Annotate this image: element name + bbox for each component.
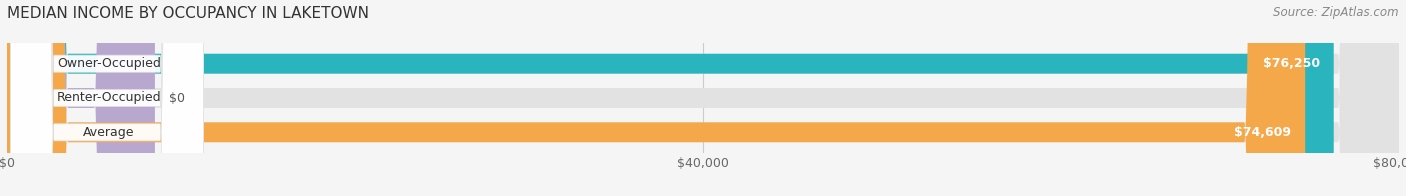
FancyBboxPatch shape	[7, 0, 1305, 196]
Text: $76,250: $76,250	[1263, 57, 1320, 70]
FancyBboxPatch shape	[10, 0, 204, 196]
Text: Owner-Occupied: Owner-Occupied	[56, 57, 160, 70]
Text: Average: Average	[83, 126, 135, 139]
FancyBboxPatch shape	[7, 0, 1334, 196]
FancyBboxPatch shape	[10, 0, 204, 196]
FancyBboxPatch shape	[7, 0, 1399, 196]
Text: Renter-Occupied: Renter-Occupied	[56, 92, 162, 104]
FancyBboxPatch shape	[10, 0, 204, 196]
Text: MEDIAN INCOME BY OCCUPANCY IN LAKETOWN: MEDIAN INCOME BY OCCUPANCY IN LAKETOWN	[7, 6, 368, 21]
Text: $74,609: $74,609	[1234, 126, 1291, 139]
FancyBboxPatch shape	[7, 0, 1399, 196]
FancyBboxPatch shape	[7, 0, 1399, 196]
FancyBboxPatch shape	[7, 0, 155, 196]
Text: Source: ZipAtlas.com: Source: ZipAtlas.com	[1274, 6, 1399, 19]
Text: $0: $0	[169, 92, 184, 104]
